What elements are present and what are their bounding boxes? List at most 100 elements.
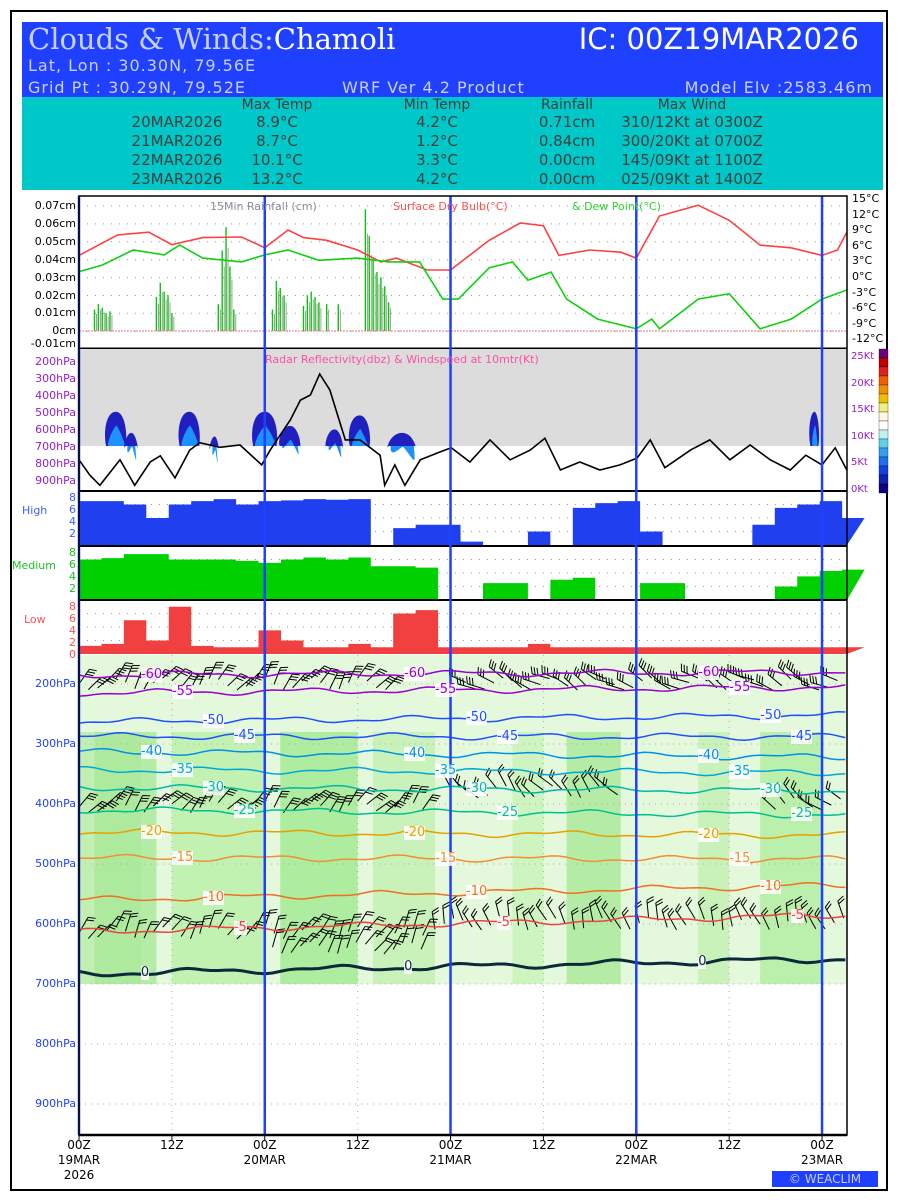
barb-flag [785, 899, 794, 904]
barb-staff [143, 921, 152, 939]
barb-flag [131, 667, 139, 669]
barb-flag [470, 908, 476, 916]
pressure-tick: 800hPa [35, 1037, 76, 1050]
barb-flag [376, 918, 385, 922]
barb-staff [646, 900, 650, 919]
rain-axis-tick: 0.01cm [34, 306, 76, 320]
barb-flag [520, 676, 522, 684]
wind-barb [561, 774, 572, 797]
color-scale-cell [878, 465, 889, 476]
barb-flag [561, 774, 567, 782]
wind-barb [78, 916, 96, 934]
x-tick-label: 19MAR [57, 1153, 101, 1167]
barb-flag [675, 903, 680, 911]
figure-frame [10, 10, 888, 1191]
table-cell: 10.1°C [251, 151, 303, 169]
barb-flag [732, 666, 735, 674]
x-tick-label: 23MAR [800, 1153, 844, 1167]
isotherm-label: -45 [791, 728, 813, 744]
wind-barb [580, 661, 597, 680]
watermark: © WEACLIM [772, 1171, 878, 1187]
temp-axis-tick: -9°C [852, 316, 877, 330]
barb-flag [99, 924, 108, 928]
barb-flag [115, 795, 123, 801]
barb-flag [287, 938, 296, 940]
wind-barb [374, 937, 395, 952]
wind-barb [456, 676, 476, 690]
barb-flag [432, 910, 440, 916]
wind-barb [638, 658, 653, 679]
barb-flag [541, 665, 543, 673]
barb-flag [343, 918, 352, 922]
temp-axis-tick: 3°C [852, 254, 873, 268]
barb-staff [767, 673, 783, 687]
table-cell: 0.00cm [538, 170, 596, 188]
isotherm-label: -5 [791, 908, 805, 924]
wind-barb [499, 660, 513, 682]
barb-flag [491, 661, 495, 669]
barb-flag [408, 911, 416, 914]
cloud-axis-tick: 2 [69, 636, 76, 649]
barb-flag [342, 921, 351, 924]
barb-flag [311, 796, 319, 802]
wind-barb [420, 932, 436, 950]
pressure-tick: 900hPa [35, 1097, 76, 1110]
barb-flag [124, 910, 132, 912]
barb-flag [611, 909, 617, 917]
barb-flag [228, 664, 237, 667]
barb-flag [412, 784, 420, 787]
barb-flag [649, 665, 653, 674]
barb-flag [196, 801, 205, 805]
barb-staff [535, 905, 547, 921]
radar-pressure-tick: 600hPa [35, 423, 76, 436]
wind-barb [470, 908, 482, 931]
barb-flag [589, 767, 594, 775]
wind-barb [661, 675, 680, 690]
humidity-patch [566, 732, 621, 984]
wind-barb [310, 789, 333, 802]
barb-flag [300, 678, 308, 682]
barb-flag [270, 663, 278, 666]
barb-flag [589, 902, 597, 908]
barb-flag [327, 932, 335, 936]
reflectivity-cell [325, 429, 344, 448]
isotherm-label: -60 [404, 665, 426, 681]
legend-rainfall: 15Min Rainfall (cm) [210, 200, 317, 213]
wind-barb [616, 671, 634, 689]
barb-flag [507, 900, 515, 905]
wind-barb [646, 896, 655, 919]
barb-flag [815, 676, 818, 685]
isotherm-label: -10 [202, 889, 225, 905]
barb-flag [196, 675, 205, 678]
table-cell: 0.84cm [538, 132, 596, 150]
barb-staff [537, 774, 553, 787]
barb-staff [273, 791, 283, 808]
barb-flag [522, 907, 530, 914]
barb-flag [751, 905, 757, 913]
temp-axis-tick: -3°C [852, 285, 877, 299]
wind-barb [355, 926, 373, 943]
color-scale-cell [878, 375, 889, 386]
cloud-axis-tick: 4 [69, 515, 76, 528]
barb-flag [558, 901, 565, 908]
barb-flag [203, 672, 212, 674]
barb-flag [786, 902, 794, 907]
column-header: Min Temp [403, 97, 471, 113]
barb-flag [632, 665, 636, 674]
table-cell: 310/12Kt at 0300Z [621, 113, 763, 131]
wind-barb [767, 666, 783, 687]
barb-staff [87, 676, 102, 690]
barb-flag [419, 788, 428, 791]
wind-barb [749, 902, 761, 925]
barb-flag [421, 786, 429, 788]
barb-flag [272, 784, 281, 787]
legend-dew-point: & Dew Point(°C) [572, 200, 661, 213]
barb-flag [328, 796, 336, 800]
wind-barb [587, 765, 600, 787]
wind-barb [530, 666, 550, 680]
wind-barb [162, 913, 183, 928]
pressure-tick: 500hPa [35, 857, 76, 870]
barb-staff [412, 786, 422, 803]
barb-flag [669, 670, 673, 678]
barb-staff [106, 915, 119, 931]
